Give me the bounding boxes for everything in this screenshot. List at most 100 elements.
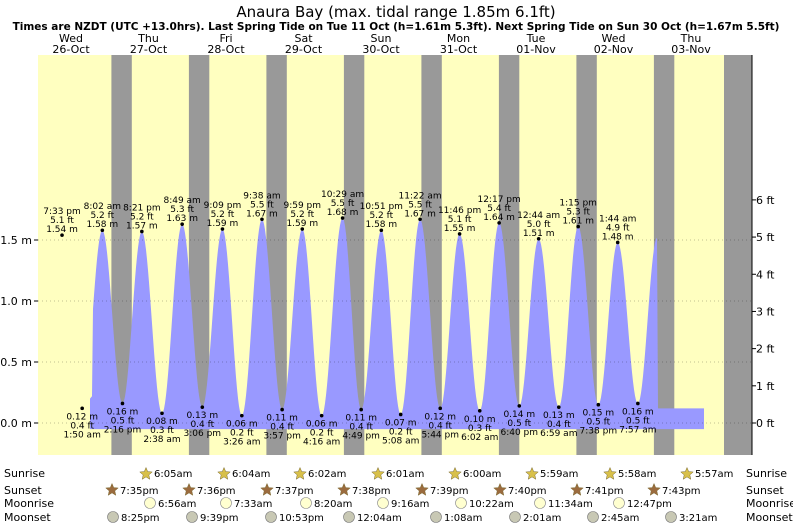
sunrise-icon-6 — [603, 466, 617, 480]
sunrise-time-5: 5:59am — [540, 469, 578, 480]
tide-point-0 — [60, 233, 64, 237]
tide-ft-16: 5.2 ft — [369, 211, 393, 221]
tide-ft-15: 0.4 ft — [349, 423, 373, 433]
tide-point-27 — [596, 402, 601, 407]
tide-point-22 — [497, 221, 501, 225]
tide-ft-24: 5.0 ft — [527, 220, 551, 230]
moonrise-time-6: 12:47pm — [627, 499, 672, 510]
moonset-label-left: Moonset — [4, 511, 51, 524]
tide-ft-12: 5.2 ft — [290, 210, 314, 220]
moonset-icon-6 — [587, 511, 599, 523]
day-name-8: Thu — [680, 32, 702, 45]
tide-m-17: 0.07 m — [385, 418, 417, 428]
tide-time-16: 10:51 pm — [360, 202, 403, 212]
right-axis: 0 ft 1 ft 2 ft 3 ft 4 ft 5 ft 6 ft — [751, 55, 775, 455]
moonrise-time-5: 11:34am — [548, 499, 593, 510]
moonset-icon-0 — [107, 511, 119, 523]
day-date-0: 26-Oct — [52, 43, 90, 56]
tide-time-26: 1:15 pm — [559, 199, 597, 209]
tide-m-15: 0.11 m — [345, 414, 377, 424]
tide-m-0: 1.54 m — [46, 225, 78, 235]
chart-subtitle: Times are NZDT (UTC +13.0hrs). Last Spri… — [13, 21, 780, 33]
tide-m-4: 1.57 m — [126, 221, 158, 231]
tide-point-14 — [340, 216, 345, 220]
sunrise-time-7: 5:57am — [695, 469, 733, 480]
tide-time-2: 8:02 am — [84, 202, 121, 212]
sunset-icon-4 — [415, 482, 429, 496]
tide-time-22: 12:17 pm — [477, 195, 520, 205]
tide-time-13: 4:16 am — [303, 438, 340, 448]
sunset-icon-3 — [337, 482, 351, 496]
tide-m-13: 0.06 m — [306, 420, 338, 430]
right-tick-label-6: 6 ft — [756, 194, 775, 207]
tide-ft-3: 0.5 ft — [111, 416, 135, 426]
day-name-4: Sun — [371, 32, 392, 45]
moonrise-icon-4 — [455, 497, 467, 509]
day-name-1: Thu — [137, 32, 159, 45]
moonset-icon-4 — [430, 511, 442, 523]
tide-point-3 — [120, 401, 125, 406]
day-date-8: 03-Nov — [671, 43, 711, 56]
day-name-5: Mon — [447, 32, 470, 45]
tide-ft-18: 5.5 ft — [408, 200, 432, 210]
tide-point-2 — [100, 228, 105, 233]
sunset-time-6: 7:41pm — [585, 486, 624, 497]
tide-ft-2: 5.2 ft — [90, 211, 114, 221]
moonrise-icon-2 — [300, 497, 312, 509]
moonrise-time-1: 7:33am — [234, 499, 272, 510]
sunrise-time-3: 6:01am — [386, 469, 424, 480]
left-tick-label-2: 1.0 m — [0, 295, 32, 308]
tide-time-1: 1:50 am — [63, 430, 100, 440]
tide-ft-22: 5.4 ft — [487, 204, 511, 214]
sunrise-time-0: 6:05am — [154, 469, 192, 480]
tide-m-10: 1.67 m — [246, 209, 278, 219]
tide-m-6: 1.63 m — [166, 214, 198, 224]
moonset-time-0: 8:25pm — [121, 513, 160, 524]
day-date-2: 28-Oct — [207, 43, 245, 56]
tide-point-17 — [398, 412, 403, 417]
tide-time-11: 3:57 pm — [263, 432, 301, 442]
tide-ft-27: 0.5 ft — [586, 418, 610, 428]
tide-ft-5: 0.3 ft — [150, 426, 174, 436]
tide-ft-14: 5.5 ft — [331, 199, 355, 209]
tide-time-14: 10:29 am — [321, 190, 364, 200]
tide-m-8: 1.59 m — [207, 219, 239, 229]
moonset-icon-5 — [509, 511, 521, 523]
sunrise-icon-1 — [217, 466, 231, 480]
tide-point-29 — [636, 401, 640, 406]
sunrise-time-4: 6:00am — [463, 469, 501, 480]
tide-ft-11: 0.4 ft — [270, 423, 294, 433]
tide-m-29: 0.16 m — [622, 407, 654, 417]
right-tick-label-4: 4 ft — [756, 268, 775, 281]
tide-point-23 — [517, 404, 522, 408]
sunset-icon-0 — [105, 482, 119, 496]
sunrise-label-right: Sunrise — [746, 467, 787, 480]
sunset-icon-1 — [182, 482, 196, 496]
day-name-6: Tue — [526, 32, 546, 45]
tide-point-8 — [220, 227, 225, 231]
moonset-icon-1 — [186, 511, 198, 523]
moonset-time-6: 2:45am — [601, 513, 639, 524]
tide-ft-19: 0.4 ft — [428, 421, 452, 431]
tide-m-14: 1.68 m — [327, 208, 359, 218]
day-date-3: 29-Oct — [285, 43, 323, 56]
tide-time-10: 9:38 am — [243, 191, 280, 201]
sunset-label-right: Sunset — [746, 484, 784, 497]
moonrise-icon-6 — [613, 497, 625, 509]
sunset-icon-7 — [647, 482, 661, 496]
tide-curve — [90, 218, 704, 430]
sunset-icon-5 — [493, 482, 507, 496]
moonrise-icon-1 — [220, 497, 232, 509]
sunrise-icon-4 — [448, 466, 462, 480]
moonset-time-1: 9:39pm — [200, 513, 239, 524]
moonrise-time-2: 8:20am — [314, 499, 352, 510]
sunset-time-5: 7:40pm — [508, 486, 547, 497]
tide-point-16 — [379, 228, 384, 233]
tide-time-19: 5:44 pm — [421, 430, 459, 440]
night-band-7 — [653, 55, 675, 455]
tide-point-25 — [557, 405, 561, 409]
tide-ft-10: 5.5 ft — [250, 200, 274, 210]
tide-m-1: 0.12 m — [66, 412, 98, 422]
sunset-time-4: 7:39pm — [430, 486, 469, 497]
tide-ft-1: 0.4 ft — [70, 421, 94, 431]
